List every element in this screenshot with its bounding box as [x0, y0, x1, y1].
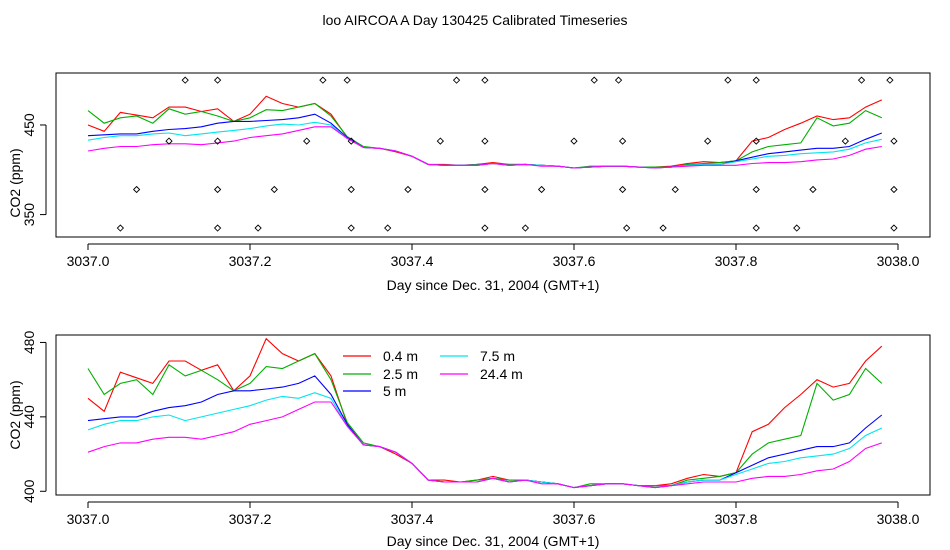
- diamond-marker: [213, 137, 222, 145]
- diamond-marker: [404, 185, 412, 194]
- diamond-marker: [886, 76, 894, 84]
- series-line-24-4-m: [87, 126, 882, 169]
- diamond-marker: [752, 185, 760, 194]
- diamond-marker: [132, 185, 141, 194]
- diamond-marker: [671, 185, 679, 194]
- x-tick-label: 3037.2: [229, 511, 272, 527]
- diamond-marker: [319, 76, 327, 84]
- top-x-ticks: 3037.0 3037.2 3037.4 3037.6 3037.8 3038.0: [67, 243, 920, 269]
- bottom-panel: Day since Dec. 31, 2004 (GMT+1) CO2 (ppm…: [7, 331, 931, 549]
- figure-title: loo AIRCOA A Day 130425 Calibrated Times…: [322, 12, 627, 28]
- diamond-marker: [618, 137, 627, 145]
- series-line-5-m: [87, 113, 882, 169]
- bottom-x-axis-label: Day since Dec. 31, 2004 (GMT+1): [387, 533, 600, 549]
- x-tick-label: 3037.4: [391, 253, 434, 269]
- bottom-plot-frame: [55, 334, 931, 496]
- bottom-y-axis-label: CO2 (ppm): [7, 380, 23, 449]
- legend-label: 7.5 m: [480, 348, 515, 364]
- diamond-marker: [521, 224, 530, 232]
- diamond-marker: [347, 185, 355, 194]
- diamond-marker: [659, 224, 667, 232]
- y-tick-label: 480: [21, 331, 37, 355]
- x-tick-label: 3037.8: [715, 511, 758, 527]
- diamond-marker: [809, 185, 817, 194]
- x-tick-label: 3037.2: [229, 253, 272, 269]
- top-series-lines: [87, 95, 883, 169]
- y-tick-label: 350: [21, 203, 37, 227]
- diamond-marker: [481, 137, 489, 145]
- y-tick-label: 440: [21, 405, 37, 429]
- diamond-marker: [254, 224, 262, 232]
- diamond-marker: [752, 224, 760, 232]
- series-line-7-5-m: [87, 121, 882, 169]
- diamond-marker: [890, 185, 898, 194]
- diamond-marker: [347, 137, 355, 145]
- diamond-marker: [890, 224, 898, 232]
- diamond-marker: [213, 224, 222, 232]
- diamond-marker: [270, 185, 278, 194]
- top-panel: Day since Dec. 31, 2004 (GMT+1) CO2 (ppm…: [7, 72, 931, 293]
- bottom-y-ticks: 400 440 480: [21, 331, 47, 503]
- diamond-marker: [793, 224, 801, 232]
- legend-label: 0.4 m: [383, 348, 418, 364]
- diamond-marker: [436, 137, 444, 145]
- x-tick-label: 3037.0: [67, 511, 110, 527]
- diamond-marker: [890, 137, 898, 145]
- series-line-24-4-m: [87, 401, 882, 489]
- diamond-marker: [181, 76, 189, 84]
- diamond-marker: [570, 137, 578, 145]
- x-tick-label: 3037.8: [715, 253, 758, 269]
- diamond-marker: [618, 185, 627, 194]
- diamond-marker: [213, 76, 222, 84]
- top-plot-frame: [55, 72, 931, 238]
- diamond-marker: [724, 76, 732, 84]
- legend-label: 24.4 m: [480, 366, 523, 382]
- diamond-marker: [481, 76, 489, 84]
- x-tick-label: 3037.6: [553, 253, 596, 269]
- diamond-marker: [752, 137, 760, 145]
- diamond-marker: [116, 224, 125, 232]
- legend: 0.4 m 2.5 m5 m 7.5 m 24.4 m: [343, 348, 523, 399]
- x-tick-label: 3037.6: [553, 511, 596, 527]
- diamond-marker: [537, 185, 546, 194]
- y-tick-label: 450: [21, 113, 37, 137]
- x-tick-label: 3037.4: [391, 511, 434, 527]
- diamond-marker: [481, 185, 489, 194]
- series-line-2-5-m: [87, 352, 883, 489]
- diamond-marker: [752, 76, 760, 84]
- top-y-axis-label: CO2 (ppm): [7, 148, 23, 217]
- bottom-x-ticks: 3037.0 3037.2 3037.4 3037.6 3037.8 3038.0: [67, 501, 920, 527]
- diamond-marker: [384, 224, 392, 232]
- legend-label: 2.5 m: [383, 366, 418, 382]
- series-line-7-5-m: [87, 392, 883, 489]
- top-diamond-markers: [116, 76, 898, 232]
- diamond-marker: [614, 76, 623, 84]
- diamond-marker: [347, 224, 355, 232]
- diamond-marker: [343, 76, 351, 84]
- diamond-marker: [213, 185, 222, 194]
- x-tick-label: 3038.0: [877, 253, 920, 269]
- series-line-5-m: [87, 375, 883, 489]
- diamond-marker: [704, 137, 712, 145]
- top-y-ticks: 350 450: [21, 113, 47, 227]
- diamond-marker: [590, 76, 598, 84]
- diamond-marker: [857, 76, 866, 84]
- diamond-marker: [165, 137, 173, 145]
- diamond-marker: [303, 137, 311, 145]
- bottom-series-lines: [87, 337, 883, 489]
- legend-label: 5 m: [383, 383, 406, 399]
- diamond-marker: [452, 76, 461, 84]
- series-line-2-5-m: [87, 102, 883, 169]
- diamond-marker: [623, 224, 631, 232]
- diamond-marker: [841, 137, 849, 145]
- top-x-axis-label: Day since Dec. 31, 2004 (GMT+1): [387, 277, 600, 293]
- diamond-marker: [481, 224, 489, 232]
- x-tick-label: 3037.0: [67, 253, 110, 269]
- series-line-0-4-m: [87, 337, 883, 489]
- y-tick-label: 400: [21, 479, 37, 503]
- x-tick-label: 3038.0: [877, 511, 920, 527]
